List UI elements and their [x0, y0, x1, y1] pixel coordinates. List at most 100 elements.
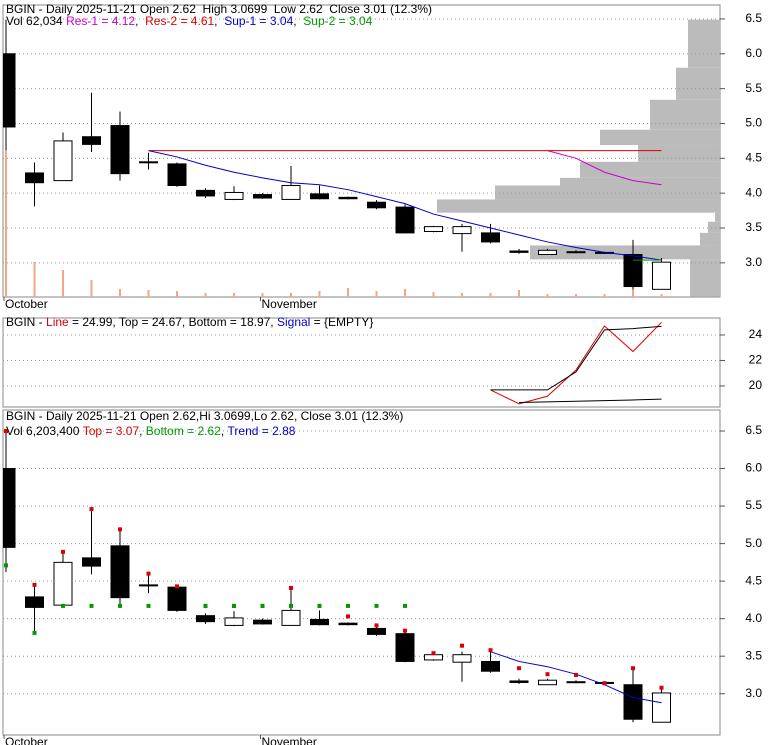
volume-bar [147, 290, 150, 297]
volume-bar [62, 270, 64, 297]
volume-profile-bar [437, 199, 720, 213]
header-text: Trend = 2.88 [228, 424, 296, 438]
volume-bar [33, 262, 36, 297]
volume-profile-bar [690, 259, 720, 297]
marker-dot [32, 630, 37, 635]
candle-body [25, 172, 44, 184]
marker-dot [175, 584, 179, 589]
marker-dot [118, 527, 122, 532]
indicator-line [490, 321, 662, 405]
y-tick-label: 6.5 [745, 11, 762, 25]
candle-body [281, 184, 301, 200]
marker-dot [146, 603, 151, 608]
volume-profile-bar [700, 232, 720, 246]
y-tick-label: 3.0 [745, 255, 762, 269]
header-text: = {EMPTY} [310, 315, 373, 329]
header-text: Vol 62,034 [6, 14, 66, 28]
candle-body [338, 622, 358, 626]
candle-body [25, 596, 44, 608]
candle-body [253, 194, 272, 199]
volume-profile-bar [580, 161, 720, 178]
y-tick-label: 4.5 [745, 573, 762, 587]
marker-dot [61, 549, 65, 554]
candle-body [566, 681, 586, 684]
header-text: Top = 3.07 [83, 424, 140, 438]
candle-body [509, 250, 529, 253]
header-text: BGIN - Daily 2025-11-21 Open 2.62,Hi 3.0… [6, 409, 403, 423]
header-text: = 24.99, Top = 24.67, Bottom = 18.97, [69, 315, 277, 329]
volume-bar [176, 291, 178, 297]
candle-body [481, 660, 500, 672]
marker-dot [631, 666, 635, 671]
y-tick-label: 4.0 [745, 611, 762, 625]
candle-body [53, 561, 73, 606]
candle-body [82, 557, 101, 567]
candle-body [538, 249, 557, 255]
marker-dot [346, 614, 350, 619]
x-tick-label: October [5, 297, 48, 311]
volume-bar [546, 294, 549, 297]
y-tick-label: 3.5 [745, 220, 762, 234]
candle-body [652, 261, 671, 290]
marker-dot [403, 628, 407, 633]
candle-body [395, 206, 415, 234]
indicator-line [547, 150, 662, 186]
volume-profile-bar [638, 145, 720, 162]
volume-profile-bar [530, 245, 720, 260]
x-tick-label: October [5, 735, 48, 745]
marker-dot [431, 651, 436, 656]
volume-bar [5, 150, 7, 297]
panel: 3.0 3.5 4.0 4.5 5.0 5.5 6.0 6.5 October November B… [2, 2, 762, 311]
marker-dot [89, 603, 94, 608]
marker-dot [61, 603, 65, 608]
candle-body [424, 654, 443, 661]
marker-dot [89, 507, 94, 512]
header-text: , [135, 14, 145, 28]
volume-profile-bar [495, 185, 720, 200]
volume-bar [261, 293, 264, 297]
candle-body [538, 679, 557, 686]
candle-body [481, 232, 500, 243]
candle-body [53, 140, 73, 182]
y-tick-label: 24 [749, 327, 763, 341]
volume-profile-bar [708, 221, 720, 233]
volume-bar [318, 291, 321, 297]
candle-body [139, 584, 158, 587]
volume-profile-bar [688, 19, 720, 68]
plot-area [3, 18, 720, 297]
marker-dot [289, 585, 293, 590]
header-text: Sup-2 = 3.04 [303, 14, 372, 28]
marker-dot [289, 603, 293, 608]
panel: 3.0 3.5 4.0 4.5 5.0 5.5 6.0 6.5 October November B… [2, 409, 762, 745]
header-text: Bottom = 2.62 [146, 424, 221, 438]
y-tick-label: 22 [749, 353, 763, 367]
x-tick-label: November [262, 735, 317, 745]
marker-dot [118, 603, 122, 608]
volume-bar [575, 294, 577, 297]
marker-dot [4, 563, 8, 568]
y-tick-label: 5.0 [745, 536, 762, 550]
volume-profile-bar [650, 99, 720, 130]
volume-bar [204, 293, 207, 297]
y-tick-label: 4.5 [745, 150, 762, 164]
candle-body [424, 226, 443, 232]
candle-body [167, 586, 187, 611]
candle-body [281, 609, 301, 626]
header-text: Sup-1 = 3.04 [224, 14, 293, 28]
header-text: Res-2 = 4.61 [145, 14, 214, 28]
header-text: BGIN - [6, 315, 46, 329]
header-text: Res-1 = 4.12 [66, 14, 135, 28]
candle-body [167, 163, 187, 186]
candle-body [367, 201, 386, 209]
marker-dot [517, 666, 521, 671]
candle-body [110, 125, 130, 175]
volume-profile-bar [600, 129, 720, 146]
indicator-line [518, 398, 662, 404]
marker-dot [460, 643, 464, 648]
plot-area [3, 321, 720, 405]
panel-frame [2, 317, 721, 408]
candle-body [623, 684, 643, 720]
header-text: BGIN - Daily 2025-11-21 Open 2.62 High 3… [6, 2, 432, 16]
candle-body [509, 680, 529, 683]
